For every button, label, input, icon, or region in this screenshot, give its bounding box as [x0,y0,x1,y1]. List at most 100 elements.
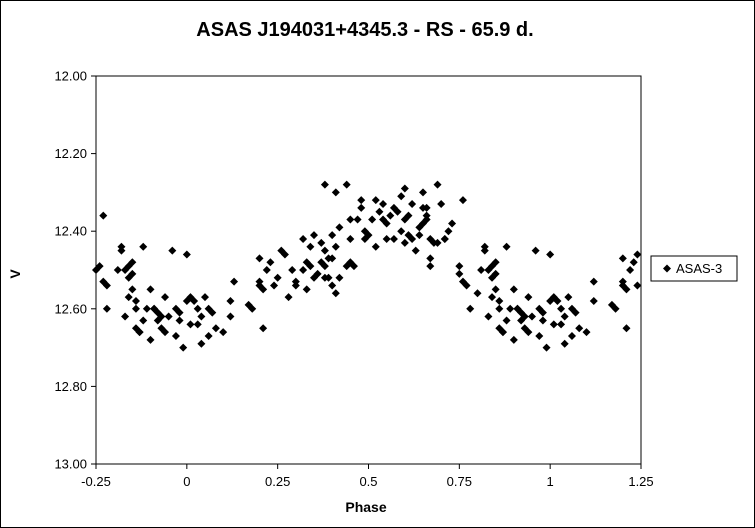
data-point [357,196,366,205]
data-point [259,324,268,333]
data-point [299,266,308,274]
data-point [193,320,202,329]
x-tick-label: 0.25 [265,474,290,489]
data-point [626,266,635,274]
data-point [142,304,151,313]
data-point [491,258,500,267]
data-point [204,331,213,340]
data-point [335,273,344,282]
data-point [382,234,391,243]
data-point [331,242,340,251]
y-tick-label: 12.00 [54,69,87,84]
data-point [197,312,206,321]
data-point [386,211,395,220]
data-point [306,262,315,271]
data-point [95,262,104,271]
data-point [400,238,409,247]
data-point [255,254,264,263]
data-point [542,343,551,352]
data-point [553,297,562,306]
data-point [397,227,406,236]
data-point [455,262,464,271]
data-point [302,285,311,294]
data-point [186,320,195,329]
data-point [426,262,435,271]
data-point [408,234,417,243]
data-point [208,308,217,317]
data-point [161,328,170,337]
data-point [139,242,148,251]
data-point [197,339,206,348]
data-point [589,277,598,286]
data-point [411,246,420,255]
data-point [226,297,235,306]
data-point [509,335,518,344]
data-point [211,324,220,333]
data-point [139,316,148,325]
data-point [364,231,373,240]
data-point [422,215,431,224]
data-point [175,316,184,325]
data-point [491,269,500,278]
data-point [538,316,547,325]
data-point [157,312,166,321]
data-point [397,192,406,201]
x-axis: -0.25 0 0.25 0.5 0.75 1 1.25 [81,464,654,489]
data-point [488,293,497,302]
data-point [346,234,355,243]
data-point [121,312,130,321]
data-point [495,304,504,313]
plot-area [95,75,642,465]
data-point [524,328,533,337]
data-point [99,211,108,220]
data-point [320,180,329,189]
data-point [146,335,155,344]
data-point [458,196,467,205]
data-point [393,207,402,216]
data-point [168,246,177,255]
data-point [190,297,199,306]
legend-marker-icon [663,264,671,273]
data-point [426,254,435,263]
x-tick-label: -0.25 [81,474,111,489]
data-point [320,246,329,255]
data-point [182,250,191,259]
data-point [248,304,257,313]
data-point [371,196,380,205]
y-tick-label: 12.60 [54,301,87,316]
data-point [219,328,228,337]
data-point [520,312,529,321]
data-point [582,328,591,337]
data-point [567,331,576,340]
data-point [502,242,511,251]
data-points [92,180,642,352]
data-point [259,285,268,294]
data-point [415,231,424,240]
data-point [506,304,515,313]
data-point [291,281,300,290]
data-point [193,304,202,313]
y-tick-label: 12.80 [54,379,87,394]
data-point [455,269,464,278]
data-point [124,293,133,302]
data-point [495,297,504,306]
data-point [349,262,358,271]
data-point [324,273,333,282]
data-point [633,281,642,290]
data-point [480,242,489,251]
data-point [379,200,388,209]
data-point [422,203,431,212]
data-point [440,234,449,243]
data-point [560,312,569,321]
data-point [102,281,111,290]
data-point [266,258,275,267]
data-point [444,227,453,236]
data-point [611,304,620,313]
data-point [131,297,140,306]
data-point [335,223,344,232]
data-point [437,200,446,209]
data-point [273,273,282,282]
data-point [331,289,340,298]
data-point [448,219,457,228]
